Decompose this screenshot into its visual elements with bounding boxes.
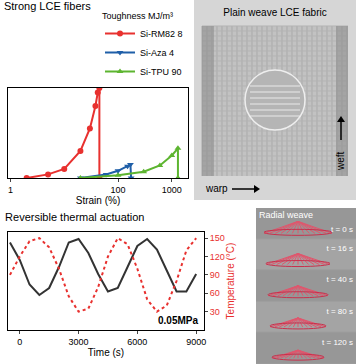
svg-text:t = 40 s: t = 40 s: [327, 275, 353, 284]
svg-text:Radial weave: Radial weave: [259, 210, 313, 220]
svg-text:6000: 6000: [127, 337, 147, 347]
svg-text:Strain (%): Strain (%): [76, 195, 120, 206]
svg-text:t = 120 s: t = 120 s: [322, 338, 353, 347]
svg-text:Si-RM82 8: Si-RM82 8: [140, 29, 183, 39]
svg-text:t = 80 s: t = 80 s: [327, 307, 353, 316]
svg-text:1000: 1000: [162, 185, 182, 195]
svg-text:Time (s): Time (s): [88, 347, 124, 358]
svg-text:weft: weft: [335, 151, 346, 171]
svg-text:Si-Aza 4: Si-Aza 4: [140, 48, 174, 58]
svg-text:60: 60: [210, 288, 220, 298]
svg-text:Temperature (°C): Temperature (°C): [225, 243, 236, 320]
svg-text:90: 90: [210, 270, 220, 280]
svg-text:0.05MPa: 0.05MPa: [158, 315, 198, 326]
svg-text:120: 120: [210, 252, 225, 262]
svg-text:t = 0 s: t = 0 s: [331, 225, 353, 234]
svg-text:t = 16 s: t = 16 s: [327, 244, 353, 253]
svg-text:150: 150: [210, 233, 225, 243]
svg-text:Plain weave LCE fabric: Plain weave LCE fabric: [223, 7, 326, 18]
svg-text:Toughness MJ/m³: Toughness MJ/m³: [102, 11, 173, 21]
svg-text:100: 100: [111, 185, 126, 195]
svg-text:Strong LCE fibers: Strong LCE fibers: [4, 0, 91, 12]
svg-text:Si-TPU 90: Si-TPU 90: [140, 67, 182, 77]
svg-text:1: 1: [8, 185, 13, 195]
svg-text:0: 0: [17, 337, 22, 347]
svg-text:3000: 3000: [69, 337, 89, 347]
svg-text:Reversible thermal actuation: Reversible thermal actuation: [5, 212, 144, 223]
svg-text:30: 30: [210, 307, 220, 317]
svg-text:9000: 9000: [186, 337, 206, 347]
svg-text:warp: warp: [205, 183, 228, 194]
